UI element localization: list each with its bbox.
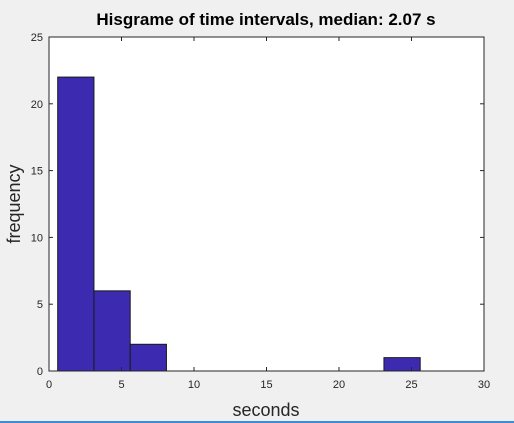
x-tick-label: 30 bbox=[478, 379, 490, 391]
y-tick-label: 15 bbox=[31, 166, 43, 178]
y-tick-label: 10 bbox=[31, 232, 43, 244]
window-bottom-border bbox=[0, 421, 514, 423]
y-tick-label: 5 bbox=[37, 299, 43, 311]
y-tick-label: 25 bbox=[31, 32, 43, 44]
histogram-bar bbox=[57, 76, 95, 372]
x-tick-label: 10 bbox=[188, 379, 200, 391]
histogram-bar bbox=[129, 343, 167, 372]
x-tick-label: 5 bbox=[118, 379, 124, 391]
x-axis-label: seconds bbox=[232, 400, 299, 420]
y-axis-label: frequency bbox=[4, 164, 24, 243]
axes-box bbox=[48, 36, 485, 372]
x-tick-label: 25 bbox=[405, 379, 417, 391]
x-tick-label: 20 bbox=[333, 379, 345, 391]
y-tick-label: 20 bbox=[31, 99, 43, 111]
x-tick-label: 0 bbox=[46, 379, 52, 391]
x-tick-label: 15 bbox=[260, 379, 272, 391]
ticks-group: 0 5 10 15 20 25 30 0 5 10 15 20 25 bbox=[31, 32, 490, 391]
histogram-bar bbox=[93, 290, 131, 372]
histogram-bar bbox=[383, 357, 421, 372]
chart-title: Hisgrame of time intervals, median: 2.07… bbox=[96, 10, 435, 29]
bars-group bbox=[57, 76, 421, 372]
y-tick-label: 0 bbox=[37, 366, 43, 378]
